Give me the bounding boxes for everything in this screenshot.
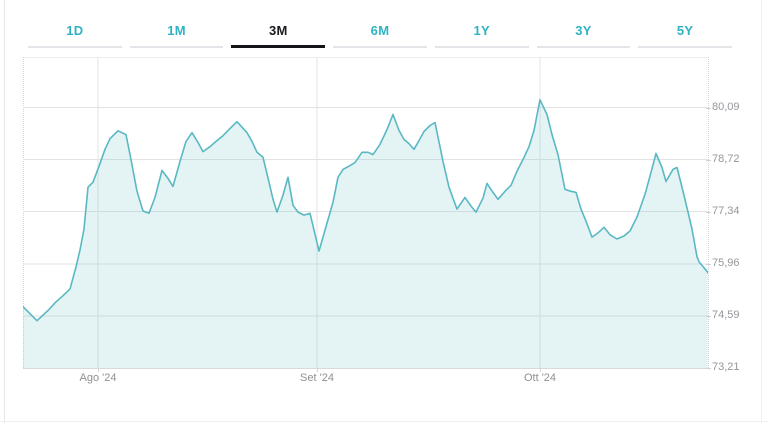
y-axis-label: 78,72 — [712, 153, 740, 165]
area-fill — [23, 99, 708, 368]
x-axis-tick — [317, 368, 318, 372]
tab-underline — [536, 46, 631, 48]
tab-1m-label: 1M — [167, 23, 186, 38]
tab-underline — [333, 46, 427, 48]
tab-underline — [434, 46, 529, 48]
panel-left-border — [4, 0, 5, 423]
tab-1y[interactable]: 1Y — [431, 0, 533, 52]
tab-underline-active — [231, 45, 326, 48]
tab-1y-label: 1Y — [473, 23, 490, 38]
x-axis-label: Ott '24 — [523, 372, 557, 384]
y-axis-tick — [706, 316, 711, 317]
y-axis-tick — [706, 108, 711, 109]
tab-5y[interactable]: 5Y — [634, 0, 736, 52]
tab-3y-label: 3Y — [575, 23, 592, 38]
tab-underline — [28, 46, 122, 48]
tab-6m[interactable]: 6M — [329, 0, 431, 52]
y-axis-label: 73,21 — [712, 361, 740, 373]
tab-3m[interactable]: 3M — [227, 0, 329, 52]
tab-1d-label: 1D — [66, 23, 84, 38]
y-axis-tick — [706, 368, 711, 369]
x-axis-tick — [540, 368, 541, 372]
x-axis-label: Ago '24 — [79, 372, 117, 384]
x-axis-tick — [98, 368, 99, 372]
plot-left-border — [23, 57, 24, 368]
price-chart[interactable] — [23, 57, 708, 368]
y-axis-label: 77,34 — [712, 205, 740, 217]
time-range-tabs: 1D 1M 3M 6M 1Y 3Y 5Y — [24, 0, 736, 52]
x-axis-label: Set '24 — [300, 372, 334, 384]
price-area-chart[interactable] — [23, 57, 708, 368]
panel-right-border — [761, 0, 762, 423]
tab-3y[interactable]: 3Y — [533, 0, 635, 52]
tab-3m-label: 3M — [268, 23, 288, 38]
x-axis-line — [23, 368, 708, 369]
tab-underline — [129, 46, 224, 48]
y-axis-tick — [706, 212, 711, 213]
tab-underline — [638, 46, 733, 48]
y-axis-tick — [706, 160, 711, 161]
tab-1m[interactable]: 1M — [126, 0, 228, 52]
tab-6m-label: 6M — [370, 23, 390, 38]
y-axis-tick — [706, 264, 711, 265]
panel-bottom-border — [0, 421, 768, 422]
y-axis-label: 74,59 — [712, 309, 740, 321]
tab-1d[interactable]: 1D — [24, 0, 126, 52]
price-line — [23, 98, 708, 322]
plot-top-border — [23, 57, 708, 58]
tab-5y-label: 5Y — [676, 23, 694, 38]
y-axis-label: 75,96 — [712, 257, 740, 269]
y-axis-label: 80,09 — [712, 101, 740, 113]
